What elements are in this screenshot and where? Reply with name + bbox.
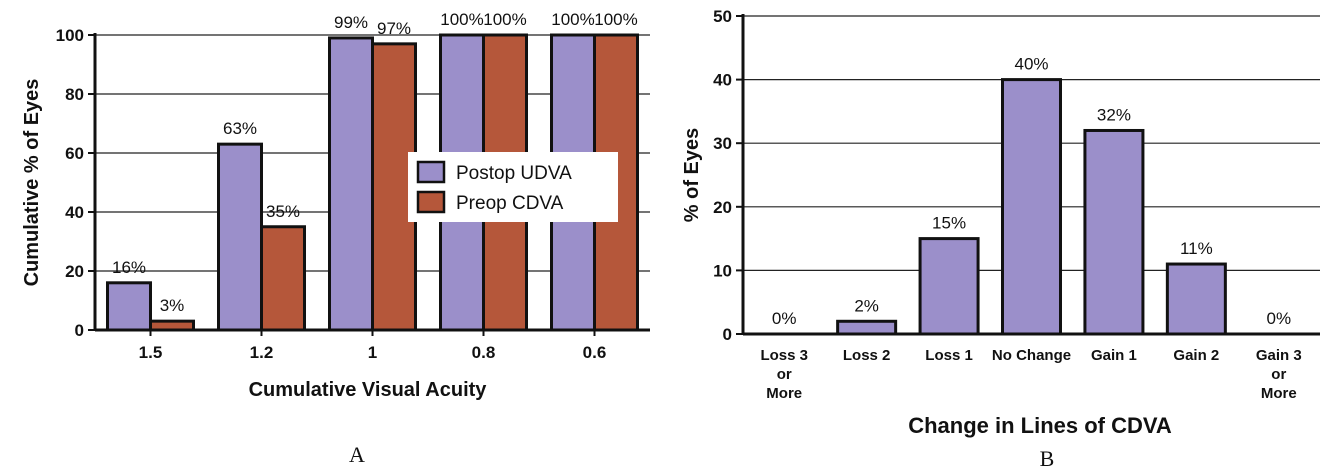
data-label: 35% — [266, 202, 300, 221]
y-tick-label: 30 — [713, 134, 732, 153]
y-tick-label: 40 — [65, 203, 84, 222]
y-tick-label: 80 — [65, 85, 84, 104]
y-axis-title: % of Eyes — [681, 128, 703, 222]
data-label: 97% — [377, 19, 411, 38]
data-label: 15% — [932, 214, 966, 233]
bar-postop-udva — [106, 281, 152, 332]
data-label: 100% — [440, 10, 483, 29]
y-tick-label: 20 — [65, 262, 84, 281]
data-label: 100% — [483, 10, 526, 29]
panel-label-b: B — [1040, 446, 1055, 470]
data-label: 2% — [854, 296, 879, 315]
y-tick-label: 40 — [713, 71, 732, 90]
legend-label: Postop UDVA — [456, 163, 572, 184]
legend-swatch — [416, 190, 446, 214]
legend: Postop UDVA Preop CDVA — [408, 152, 618, 222]
bar-postop-udva — [217, 142, 263, 332]
bar — [1001, 78, 1062, 336]
x-tick-label: More — [1261, 385, 1297, 402]
x-tick-label: No Change — [992, 347, 1071, 364]
bar-preop-cdva — [260, 225, 306, 332]
data-label: 11% — [1180, 239, 1213, 258]
y-tick-label: 100 — [56, 26, 84, 45]
x-tick-label: Loss 2 — [843, 347, 891, 364]
x-tick-label: Gain 1 — [1091, 347, 1137, 364]
x-tick-label: 1.5 — [139, 343, 163, 362]
x-tick-label: Loss 1 — [925, 347, 973, 364]
data-label: 100% — [551, 10, 594, 29]
x-tick-label: 0.6 — [583, 343, 607, 362]
data-label: 3% — [160, 296, 185, 315]
x-tick-label: or — [1271, 366, 1286, 383]
data-label: 99% — [334, 13, 368, 32]
data-label: 0% — [772, 309, 797, 328]
chart-a: 0 20 40 60 80 100 16% 3% 1.5 63% 35% 1.2 99% 97% 1 100%… — [21, 10, 650, 467]
y-tick-label: 20 — [713, 198, 732, 217]
x-axis-title: Change in Lines of CDVA — [908, 413, 1172, 438]
y-tick-label: 10 — [713, 261, 732, 280]
x-tick-label: Loss 3 — [760, 347, 808, 364]
y-axis-title: Cumulative % of Eyes — [21, 79, 43, 287]
bar — [918, 237, 980, 336]
data-label: 63% — [223, 119, 257, 138]
x-tick-label: or — [777, 366, 792, 383]
y-tick-label: 60 — [65, 144, 84, 163]
x-axis-title: Cumulative Visual Acuity — [249, 379, 488, 401]
x-tick-label: 0.8 — [472, 343, 496, 362]
data-label: 0% — [1266, 309, 1291, 328]
data-label: 16% — [112, 258, 146, 277]
legend-swatch — [416, 160, 446, 184]
x-tick-label: Gain 3 — [1256, 347, 1302, 364]
legend-label: Preop CDVA — [456, 193, 564, 214]
y-tick-label: 0 — [75, 321, 84, 340]
bar-postop-udva — [328, 36, 374, 332]
chart-b: 0 10 20 30 40 50 0% Loss 3 or More 2% Loss 2 15% Loss… — [681, 7, 1320, 470]
y-tick-label: 0 — [723, 325, 732, 344]
bar — [1083, 128, 1145, 336]
data-label: 32% — [1097, 105, 1131, 124]
y-tick-label: 50 — [713, 7, 732, 26]
bar — [1165, 262, 1227, 336]
bar — [836, 319, 898, 336]
x-tick-label: Gain 2 — [1173, 347, 1219, 364]
data-label: 100% — [594, 10, 637, 29]
x-tick-label: More — [766, 385, 802, 402]
x-tick-label: 1 — [368, 343, 377, 362]
panel-label-a: A — [349, 442, 365, 467]
x-tick-label: 1.2 — [250, 343, 274, 362]
data-label: 40% — [1014, 55, 1048, 74]
